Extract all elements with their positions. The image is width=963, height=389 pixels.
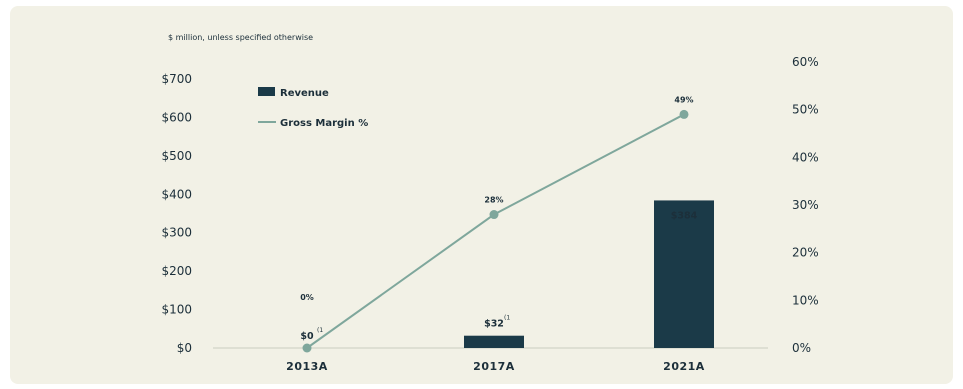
right-tick-label: 50% — [792, 103, 819, 117]
right-tick-label: 0% — [792, 341, 811, 355]
revenue-bars: $0(1$32(1$384 — [300, 200, 714, 348]
gross-margin-data-label: 28% — [484, 196, 503, 205]
left-tick-label: $500 — [161, 149, 192, 163]
left-tick-label: $400 — [161, 187, 192, 201]
category-label: 2021A — [663, 360, 705, 373]
revenue-data-label: $384 — [671, 210, 698, 221]
footnote-mark: (1 — [504, 315, 510, 322]
category-label: 2017A — [473, 360, 515, 373]
gross-margin-point — [302, 343, 312, 353]
legend-revenue-swatch — [258, 87, 275, 96]
left-axis: $0 $100 $200 $300 $400 $500 $600 $700 — [161, 72, 192, 355]
right-tick-label: 10% — [792, 293, 819, 307]
right-axis: 0% 10% 20% 30% 40% 50% 60% — [792, 55, 819, 355]
right-tick-label: 30% — [792, 198, 819, 212]
left-tick-label: $200 — [161, 264, 192, 278]
gross-margin-data-label: 49% — [674, 95, 693, 104]
legend-revenue-label: Revenue — [280, 88, 329, 99]
right-tick-label: 40% — [792, 150, 819, 164]
left-tick-label: $100 — [161, 303, 192, 317]
gross-margin-series-line — [306, 113, 685, 349]
revenue-bar — [654, 200, 714, 348]
left-tick-label: $700 — [161, 72, 192, 86]
gross-margin-point — [679, 109, 689, 119]
footnote-mark: (1 — [317, 327, 323, 334]
revenue-bar — [464, 335, 524, 348]
gross-margin-point — [489, 210, 499, 220]
chart-panel — [10, 6, 953, 384]
left-tick-label: $600 — [161, 110, 192, 124]
gross-margin-data-label: 0% — [300, 293, 314, 302]
gross-margin-line: 0% 28% 49% — [300, 95, 694, 353]
category-label: 2013A — [286, 360, 328, 373]
left-tick-label: $300 — [161, 226, 192, 240]
category-labels: 2013A 2017A 2021A — [286, 360, 705, 373]
right-tick-label: 60% — [792, 55, 819, 69]
legend: Revenue Gross Margin % — [258, 87, 368, 129]
legend-margin-label: Gross Margin % — [280, 118, 368, 129]
units-note: $ million, unless specified otherwise — [168, 33, 313, 42]
right-tick-label: 20% — [792, 246, 819, 260]
left-tick-label: $0 — [177, 341, 192, 355]
revenue-data-label: $32 — [484, 319, 504, 330]
revenue-data-label: $0 — [300, 331, 314, 342]
